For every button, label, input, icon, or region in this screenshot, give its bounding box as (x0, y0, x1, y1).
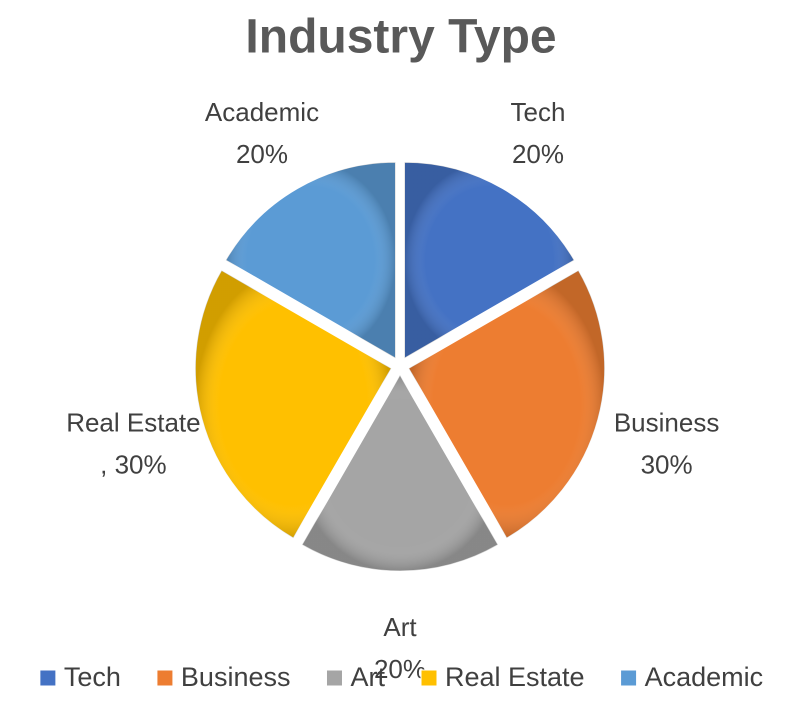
data-label-value: 30% (641, 449, 693, 479)
legend-marker (156, 669, 174, 687)
legend-label: Business (181, 662, 291, 692)
data-label-category: Academic (205, 97, 319, 127)
data-label-value: 20% (512, 139, 564, 169)
data-label-value: 20% (236, 139, 288, 169)
legend-label: Real Estate (445, 662, 585, 692)
data-label-category: Art (383, 612, 417, 642)
legend-marker (39, 669, 57, 687)
data-label-value: , 30% (100, 449, 167, 479)
legend-label: Academic (645, 662, 764, 692)
legend-marker (325, 669, 343, 687)
legend-label: Art (350, 662, 385, 692)
legend: Tech Business Art Real Estate Academic (39, 662, 764, 692)
data-label-value: 20% (374, 654, 426, 684)
chart-title: Industry Type (245, 11, 556, 64)
legend-marker (620, 669, 638, 687)
data-label-category: Real Estate (66, 407, 200, 437)
legend-label: Tech (64, 662, 121, 692)
legend-marker (420, 669, 438, 687)
data-label-category: Tech (511, 97, 566, 127)
data-label-category: Business (614, 407, 720, 437)
